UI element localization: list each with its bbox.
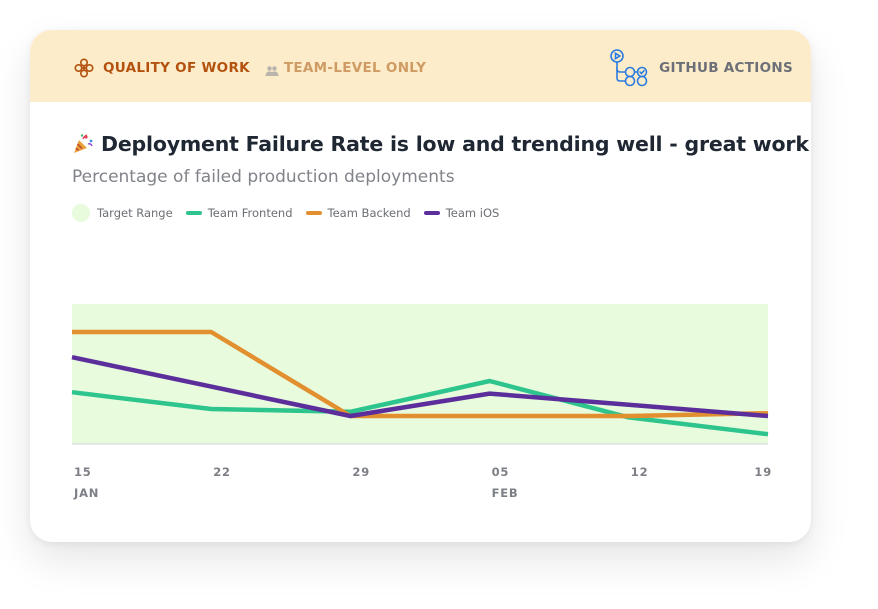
legend-label: Team Frontend [207,206,293,220]
x-tick-label: 12 [631,465,649,479]
x-tick-label: 19 [754,465,772,479]
party-popper-icon [71,132,95,156]
metric-card: QUALITY OF WORK TEAM-LEVEL ONLY [30,30,811,542]
title-row: Deployment Failure Rate is low and trend… [71,132,811,156]
legend-swatch [305,211,322,215]
x-tick-month-label: FEB [492,486,519,500]
users-icon [265,62,279,76]
x-tick-label: 05 [492,465,510,479]
series-line-team-frontend [71,378,769,437]
category-label: QUALITY OF WORK [103,60,250,76]
chart-subtitle: Percentage of failed production deployme… [72,167,455,187]
legend-label: Team iOS [445,206,500,220]
legend-swatch [185,211,202,215]
legend-swatch [72,204,90,222]
chart-legend: Target Range Team Frontend Team Backend … [72,204,512,222]
x-tick-label: 22 [213,465,231,479]
legend-label: Target Range [97,206,173,220]
card-header: QUALITY OF WORK TEAM-LEVEL ONLY [30,30,811,102]
x-tick-label: 15 [74,465,92,479]
source-label: GITHUB ACTIONS [659,60,793,76]
legend-item-team-ios: Team iOS [423,206,500,220]
source-group: GITHUB ACTIONS [609,48,793,88]
legend-item-team-backend: Team Backend [305,206,411,220]
line-chart: 15 JAN 22 29 05 FEB 12 19 [71,304,772,500]
chart-title: Deployment Failure Rate is low and trend… [101,132,811,156]
flower-icon [74,58,94,78]
github-actions-icon [609,48,651,88]
x-tick-label: 29 [352,465,370,479]
series-line-team-backend [72,329,769,419]
series-line-team-ios [71,354,769,419]
legend-item-target-range: Target Range [72,204,173,222]
legend-label: Team Backend [327,206,411,220]
legend-item-team-frontend: Team Frontend [185,206,293,220]
legend-swatch [423,211,440,215]
x-tick-month-label: JAN [73,486,99,500]
scope-label: TEAM-LEVEL ONLY [283,60,427,76]
category-group: QUALITY OF WORK TEAM-LEVEL ONLY [74,58,426,78]
